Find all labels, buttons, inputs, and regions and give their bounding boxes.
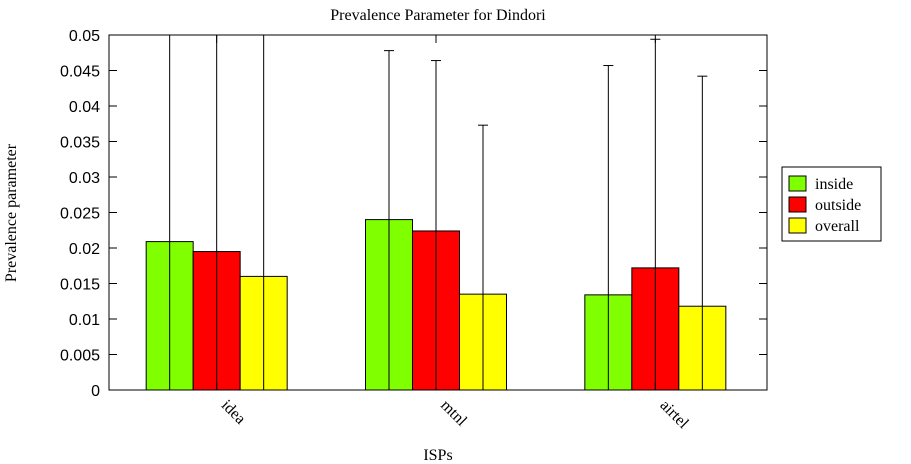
y-axis: 0 0.005 0.01 0.015 0.02 0.025 0.03 0.035 0.04 0.0… [60,28,767,400]
y-tick-label: 0.015 [60,277,100,294]
legend-label-inside: inside [815,176,853,193]
y-tick-label: 0.01 [69,312,100,329]
legend-swatch-inside [788,175,807,192]
plot-frame [108,34,768,391]
x-axis-label: ISPs [423,447,452,464]
x-tick-label-idea: idea [218,397,249,428]
legend-swatch-outside [788,196,807,213]
y-tick-label: 0.025 [60,206,100,223]
x-tick-label-airtel: airtel [657,397,693,433]
x-tick-label-mtnl: mtnl [437,397,470,430]
y-tick-label: 0.04 [69,99,100,116]
legend-label-overall: overall [815,218,860,235]
y-tick-label: 0.005 [60,348,100,365]
y-axis-label: Prevalence parameter [3,143,20,282]
y-tick-label: 0 [91,383,100,400]
legend-label-outside: outside [815,197,861,214]
chart-title: Prevalence Parameter for Dindori [330,7,546,24]
y-tick-label: 0.035 [60,135,100,152]
error-bars [169,35,708,390]
y-tick-label: 0.02 [69,241,100,258]
legend-items: inside outside overall [788,175,861,235]
y-tick-label: 0.045 [60,64,100,81]
legend: inside outside overall [781,166,882,242]
legend-swatch-overall [788,217,807,234]
y-tick-label: 0.03 [69,170,100,187]
y-tick-label: 0.05 [69,28,100,45]
